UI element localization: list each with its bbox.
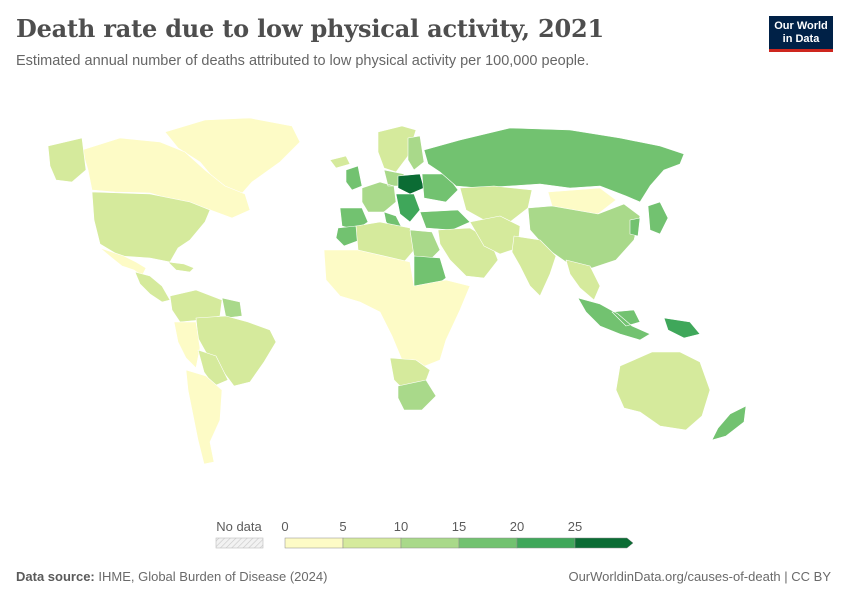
map-region-egypt[interactable] — [409, 229, 441, 261]
logo-line-2: in Data — [782, 32, 820, 45]
legend-bin-2[interactable] — [400, 537, 460, 549]
map-region-poland-czechia[interactable] — [397, 173, 425, 195]
legend-no-data-swatch — [215, 537, 264, 549]
map-region-south-africa[interactable] — [397, 379, 437, 411]
legend-bin-1[interactable] — [342, 537, 402, 549]
legend-tick-10: 10 — [394, 519, 408, 534]
chart-subtitle: Estimated annual number of deaths attrib… — [16, 53, 590, 69]
map-region-southeast-asia-mainland[interactable] — [565, 259, 601, 301]
owid-logo[interactable]: Our World in Data — [769, 16, 833, 52]
chart-title: Death rate due to low physical activity,… — [16, 14, 604, 43]
data-source: Data source: IHME, Global Burden of Dise… — [16, 569, 327, 584]
map-region-korea-japan[interactable] — [629, 201, 669, 237]
legend-tick-5: 5 — [339, 519, 346, 534]
legend-bin-4[interactable] — [516, 537, 576, 549]
map-region-guyana-suriname[interactable] — [221, 297, 243, 319]
map-region-sub-saharan-africa[interactable] — [323, 249, 471, 369]
color-legend: No data 0 5 10 15 20 25 — [215, 519, 634, 549]
legend-tick-20: 20 — [510, 519, 524, 534]
data-source-text: IHME, Global Burden of Disease (2024) — [98, 569, 328, 584]
map-region-india-south-asia[interactable] — [511, 235, 557, 297]
map-region-papua[interactable] — [663, 317, 701, 339]
map-region-central-america[interactable] — [134, 271, 171, 303]
map-region-chile-argentina[interactable] — [185, 369, 223, 465]
map-region-united-states[interactable] — [91, 191, 211, 263]
map-region-morocco[interactable] — [335, 225, 361, 247]
map-region-kazakhstan-central-asia[interactable] — [459, 185, 533, 223]
map-region-turkey-caucasus[interactable] — [419, 209, 471, 231]
legend-tick-25: 25 — [568, 519, 582, 534]
legend-bin-5[interactable] — [574, 537, 634, 549]
map-region-hungary-balkans[interactable] — [395, 193, 421, 223]
map-region-new-zealand[interactable] — [711, 405, 747, 441]
footer-link[interactable]: OurWorldinData.org/causes-of-death | CC … — [568, 569, 831, 584]
legend-no-data-label: No data — [216, 519, 262, 534]
map-region-alaska[interactable] — [47, 137, 87, 183]
map-region-united-kingdom[interactable] — [345, 165, 363, 191]
logo-line-1: Our World — [774, 19, 828, 32]
legend-bin-3[interactable] — [458, 537, 518, 549]
map-region-caribbean[interactable] — [167, 261, 195, 273]
map-region-australia[interactable] — [615, 351, 711, 431]
map-region-bolivia-paraguay[interactable] — [197, 349, 229, 387]
map-region-canada[interactable] — [81, 137, 251, 219]
data-source-label: Data source: — [16, 569, 95, 584]
legend-bin-0[interactable] — [284, 537, 344, 549]
map-region-iceland-norway-sweden[interactable] — [329, 125, 417, 173]
legend-tick-0: 0 — [281, 519, 288, 534]
map-region-russia[interactable] — [423, 127, 685, 203]
map-region-finland[interactable] — [407, 135, 425, 171]
world-map — [47, 117, 747, 465]
map-region-peru[interactable] — [173, 321, 201, 369]
map-region-malaysia-indonesia[interactable] — [577, 297, 651, 341]
map-region-greenland[interactable] — [164, 117, 301, 199]
legend-tick-15: 15 — [452, 519, 466, 534]
